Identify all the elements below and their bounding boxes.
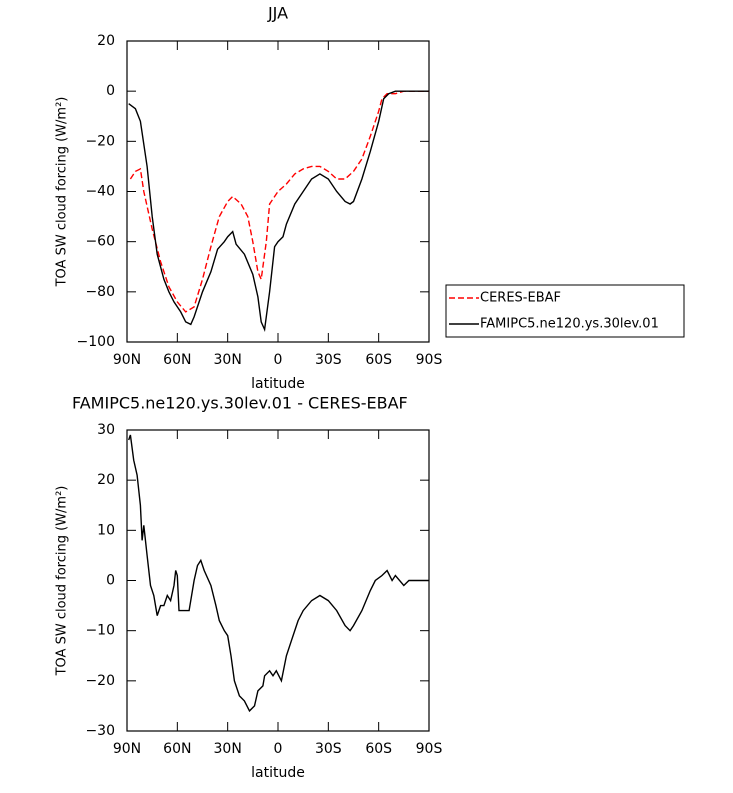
y-tick-label: −80 — [85, 284, 115, 300]
y-tick-label: −20 — [85, 673, 115, 689]
x-tick-label: 60S — [365, 352, 392, 368]
x-tick-label: 90N — [113, 741, 141, 757]
data-line — [128, 90, 429, 333]
x-tick-label: 30N — [214, 741, 242, 757]
legend-box — [445, 284, 685, 338]
y-tick-label: −100 — [77, 334, 115, 350]
y-axis-label: TOA SW cloud forcing (W/m²) — [55, 97, 70, 288]
x-tick-label: 30S — [315, 741, 342, 757]
chart-title: FAMIPC5.ne120.ys.30lev.01 - CERES-EBAF — [72, 394, 408, 413]
x-tick-label: 0 — [274, 741, 283, 757]
y-axis-label: TOA SW cloud forcing (W/m²) — [55, 486, 70, 677]
x-tick-label: 60N — [163, 352, 191, 368]
x-axis-label: latitude — [251, 765, 305, 781]
x-tick-label: 30S — [315, 352, 342, 368]
y-tick-label: −10 — [85, 623, 115, 639]
legend-label: CERES-EBAF — [480, 291, 561, 306]
data-line — [128, 434, 429, 713]
x-tick-label: 60N — [163, 741, 191, 757]
data-line — [129, 90, 429, 313]
plot-frame — [126, 40, 430, 343]
x-tick-label: 30N — [214, 352, 242, 368]
y-tick-label: −40 — [85, 184, 115, 200]
y-tick-label: −60 — [85, 234, 115, 250]
x-axis-label: latitude — [251, 376, 305, 392]
y-tick-label: 0 — [106, 573, 115, 589]
y-tick-label: 0 — [106, 83, 115, 99]
x-tick-label: 0 — [274, 352, 283, 368]
y-tick-label: 20 — [97, 472, 115, 488]
y-tick-label: −30 — [85, 723, 115, 739]
y-tick-label: 30 — [97, 422, 115, 438]
legend-label: FAMIPC5.ne120.ys.30lev.01 — [480, 317, 659, 332]
x-tick-label: 90N — [113, 352, 141, 368]
plot-frame — [126, 429, 430, 732]
chart-title: JJA — [267, 4, 288, 23]
x-tick-label: 90S — [416, 352, 443, 368]
x-tick-label: 60S — [365, 741, 392, 757]
x-tick-label: 90S — [416, 741, 443, 757]
y-tick-label: 10 — [97, 522, 115, 538]
y-tick-label: 20 — [97, 33, 115, 49]
y-tick-label: −20 — [85, 133, 115, 149]
